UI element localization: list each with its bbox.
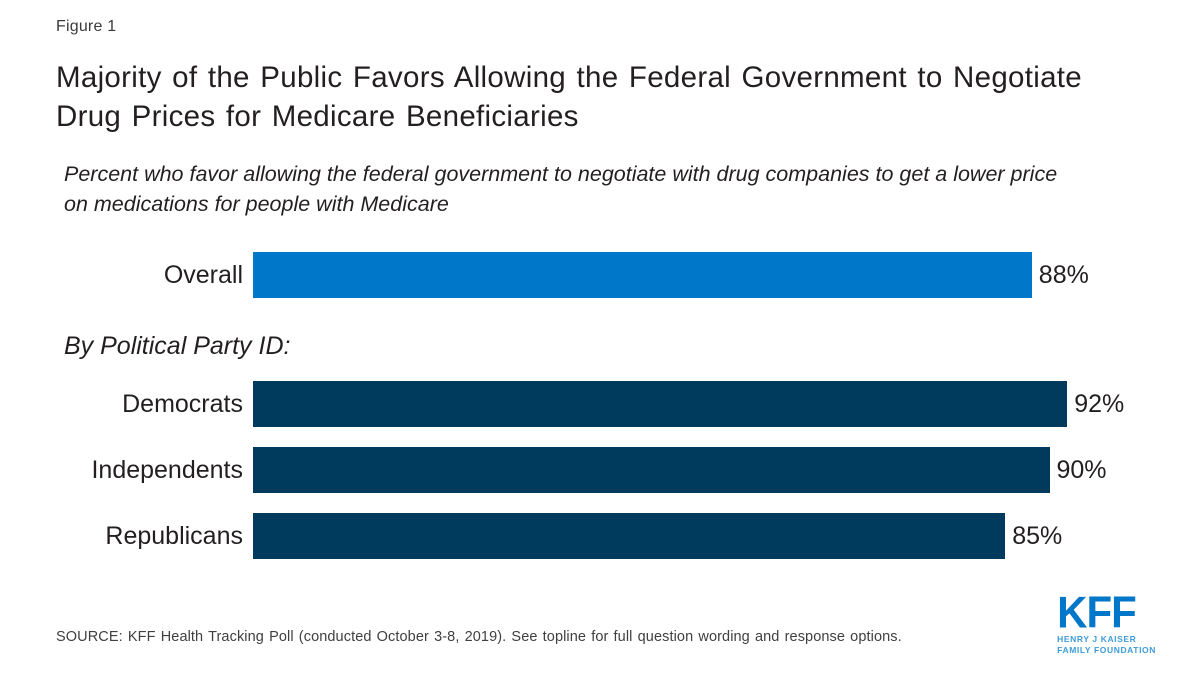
value-label-independents: 90% [1056, 455, 1107, 484]
category-label-republicans: Republicans [105, 521, 243, 550]
category-label-overall: Overall [163, 260, 243, 289]
kff-logo: KFF HENRY J KAISER FAMILY FOUNDATION [1057, 587, 1160, 659]
kff-logo-wordmark: KFF [1057, 587, 1137, 638]
chart-subtitle: Percent who favor allowing the federal g… [64, 162, 1058, 216]
bar-row-independents: Independents 90% [56, 447, 1160, 493]
kff-logo-tagline-line1: HENRY J KAISER [1057, 634, 1137, 644]
category-label-democrats: Democrats [122, 389, 243, 418]
bar-row-republicans: Republicans 85% [56, 513, 1160, 559]
value-label-republicans: 85% [1012, 521, 1063, 550]
bar-republicans [253, 513, 1006, 559]
bar-democrats [253, 381, 1068, 427]
bar-row-overall: Overall 88% [56, 252, 1160, 298]
chart-title: Majority of the Public Favors Allowing t… [56, 61, 1083, 133]
bar-track-overall: 88% [253, 252, 1160, 298]
category-label-independents: Independents [91, 455, 243, 484]
kff-logo-tagline-line2: FAMILY FOUNDATION [1057, 644, 1156, 655]
source-text: SOURCE: KFF Health Tracking Poll (conduc… [56, 629, 902, 645]
bar-track-independents: 90% [253, 447, 1160, 493]
value-label-overall: 88% [1038, 260, 1089, 289]
kff-logo-tagline: HENRY J KAISER FAMILY FOUNDATION [1057, 634, 1156, 655]
bar-row-democrats: Democrats 92% [56, 381, 1160, 427]
bar-independents [253, 447, 1050, 493]
bar-track-republicans: 85% [253, 513, 1160, 559]
footer: SOURCE: KFF Health Tracking Poll (conduc… [56, 587, 1160, 659]
figure-label: Figure 1 [56, 18, 117, 35]
bar-overall [253, 252, 1032, 298]
party-bar-group: Democrats 92% Independents 90% Republica… [56, 381, 1160, 559]
bar-track-democrats: 92% [253, 381, 1160, 427]
group-heading: By Political Party ID: [64, 332, 291, 360]
value-label-democrats: 92% [1074, 389, 1125, 418]
